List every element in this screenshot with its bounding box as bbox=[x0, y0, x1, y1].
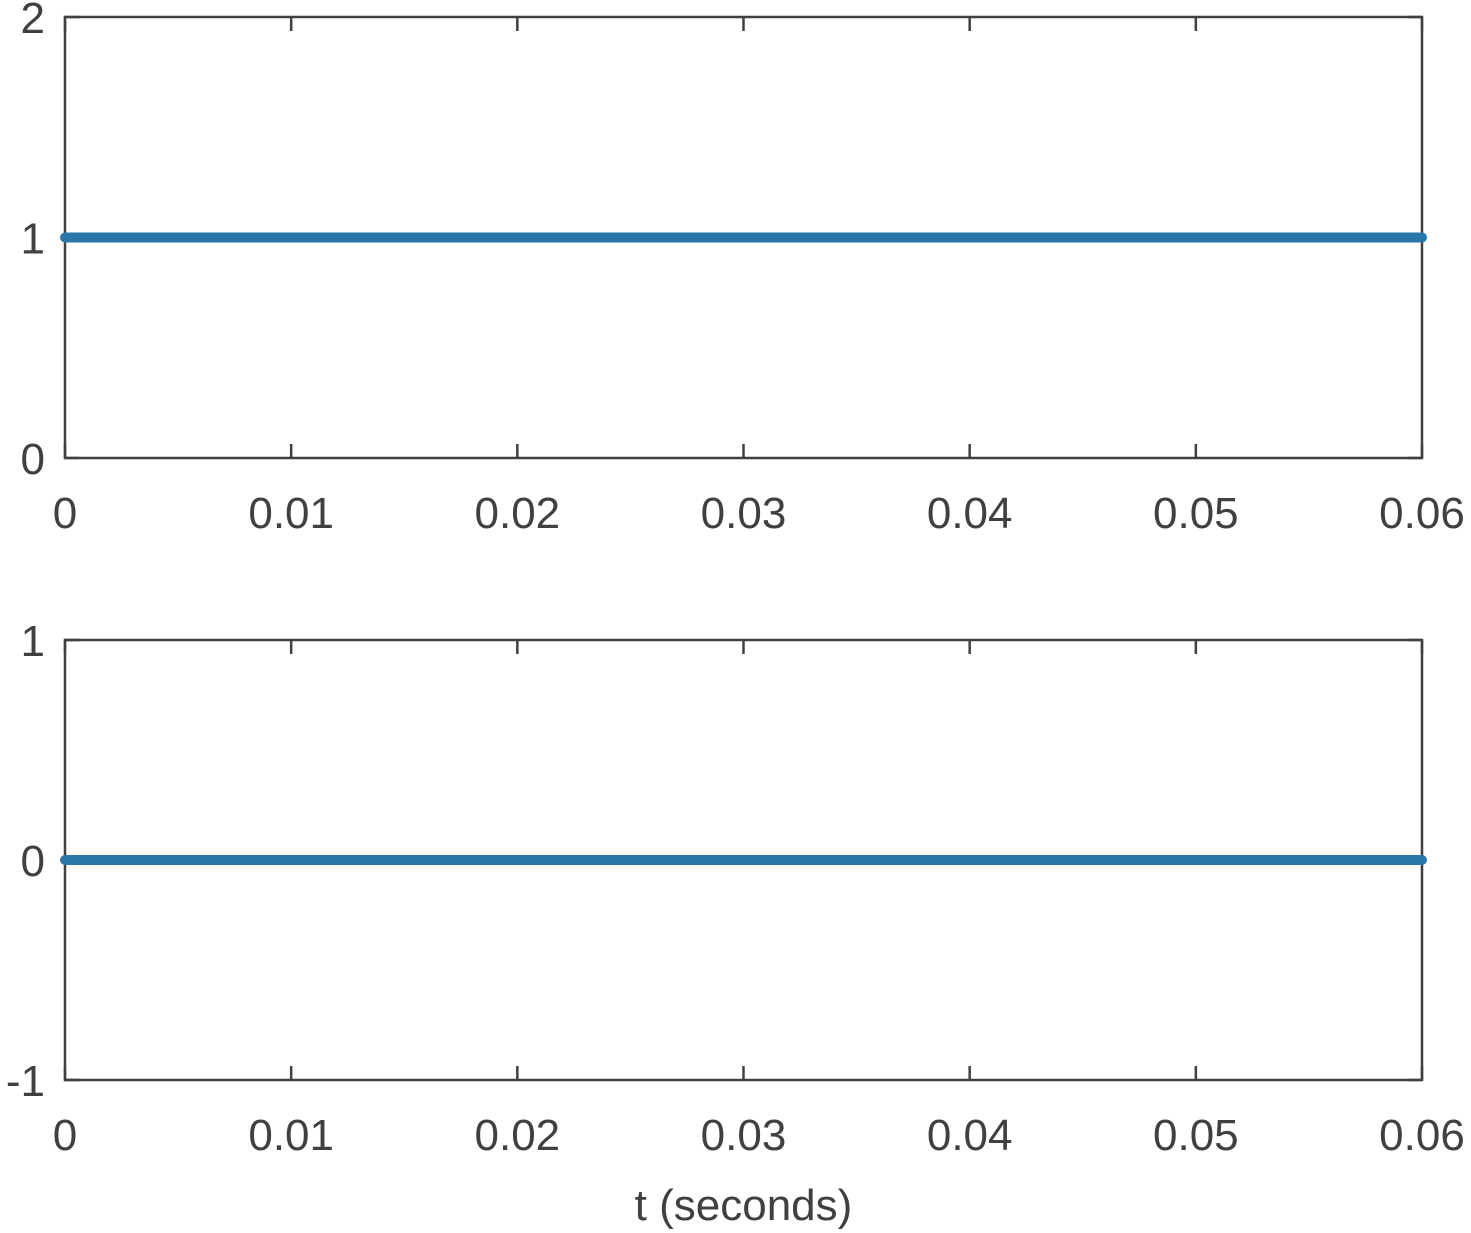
y-tick-label: -1 bbox=[6, 1057, 45, 1106]
y-tick-label: 1 bbox=[21, 215, 45, 264]
y-tick-label: 1 bbox=[21, 617, 45, 666]
x-tick-label: 0.02 bbox=[475, 489, 561, 538]
x-tick-label: 0.01 bbox=[248, 1111, 334, 1160]
x-tick-label: 0.06 bbox=[1379, 489, 1465, 538]
x-axis-label: t (seconds) bbox=[635, 1181, 853, 1230]
x-tick-label: 0.03 bbox=[701, 489, 787, 538]
y-tick-label: 0 bbox=[21, 837, 45, 886]
x-tick-label: 0.04 bbox=[927, 1111, 1013, 1160]
x-tick-label: 0.01 bbox=[248, 489, 334, 538]
x-tick-label: 0.03 bbox=[701, 1111, 787, 1160]
x-tick-label: 0 bbox=[53, 489, 77, 538]
x-tick-label: 0 bbox=[53, 1111, 77, 1160]
x-tick-label: 0.06 bbox=[1379, 1111, 1465, 1160]
x-tick-label: 0.04 bbox=[927, 489, 1013, 538]
y-tick-label: 0 bbox=[21, 435, 45, 484]
x-tick-label: 0.05 bbox=[1153, 489, 1239, 538]
x-tick-label: 0.02 bbox=[475, 1111, 561, 1160]
x-tick-label: 0.05 bbox=[1153, 1111, 1239, 1160]
y-tick-label: 2 bbox=[21, 0, 45, 43]
